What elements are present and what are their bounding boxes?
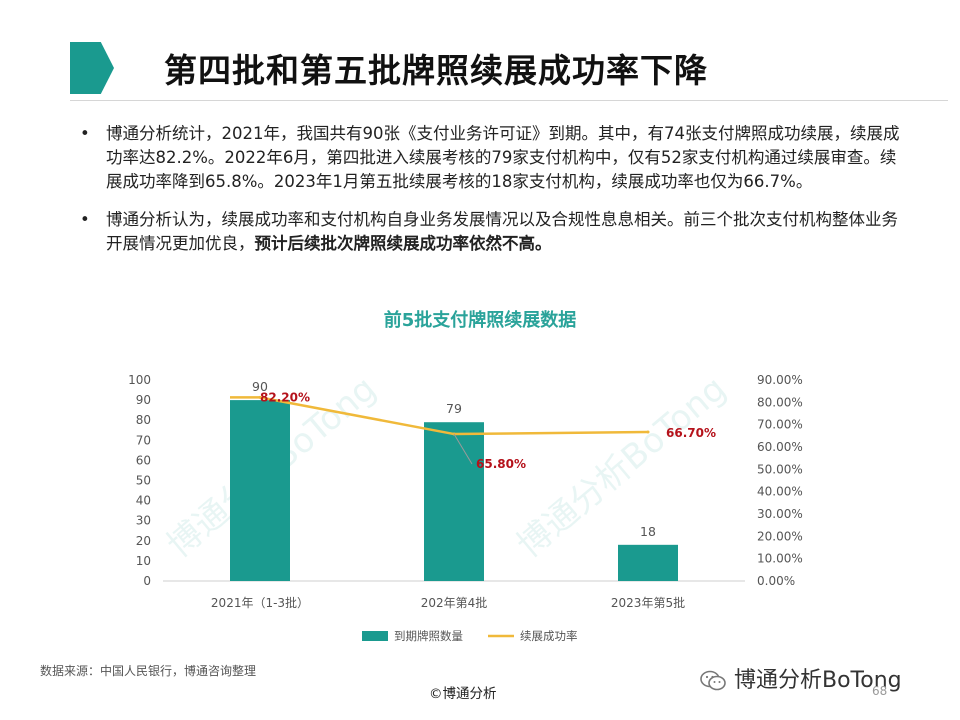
page-title: 第四批和第五批牌照续展成功率下降 [164,51,708,90]
line-point [646,430,650,434]
y-right-tick-label: 70.00% [757,418,803,432]
line-data-label: 65.80% [476,457,526,471]
y-right-tick-label: 30.00% [757,507,803,521]
data-source: 数据来源：中国人民银行，博通咨询整理 [40,664,257,678]
y-left-tick-label: 60 [136,453,151,467]
y-left-tick-label: 30 [136,514,151,528]
bar [618,544,678,581]
copyright: ©博通分析 [429,686,497,702]
y-left-tick-label: 80 [136,413,151,427]
legend-bar-swatch [362,631,388,641]
y-left-tick-label: 0 [143,574,151,588]
bullet-bold-text-2: 预计后续批次牌照续展成功率依然不高。 [254,234,552,253]
title-bar: 第四批和第五批牌照续展成功率下降 [70,38,950,94]
line-data-label: 82.20% [260,390,310,404]
legend-bar-label: 到期牌照数量 [394,629,463,643]
y-right-tick-label: 20.00% [757,529,803,543]
y-left-tick-label: 50 [136,474,151,488]
bullet-text-1: 博通分析统计，2021年，我国共有90张《支付业务许可证》到期。其中，有74张支… [106,124,900,191]
y-left-tick-label: 20 [136,534,151,548]
x-category-label: 2021年（1-3批） [211,595,309,610]
bullet-dot: • [80,124,90,143]
wechat-account: 博通分析BoTong [700,662,902,694]
y-left-tick-label: 70 [136,433,151,447]
bullet-dot: • [80,210,90,229]
x-category-label: 202年第4批 [421,595,488,610]
wechat-name: 博通分析BoTong [734,668,902,693]
bar-data-label: 90 [252,379,268,394]
y-left-tick-label: 100 [128,373,151,387]
line-data-label: 66.70% [666,426,716,440]
y-right-tick-label: 90.00% [757,373,803,387]
chart-title: 前5批支付牌照续展数据 [383,310,577,331]
bar [424,422,484,581]
y-right-tick-label: 80.00% [757,395,803,409]
y-left-tick-label: 10 [136,554,151,568]
bar-data-label: 18 [640,524,656,539]
y-right-tick-label: 40.00% [757,485,803,499]
y-right-tick-label: 0.00% [757,574,795,588]
title-divider [70,100,948,101]
bar [230,400,290,581]
y-left-tick-label: 90 [136,393,151,407]
x-category-label: 2023年第5批 [611,595,685,610]
line-series [230,396,649,436]
y-right-tick-label: 60.00% [757,440,803,454]
y-right-tick-label: 10.00% [757,552,803,566]
bullet-item-1: • 博通分析统计，2021年，我国共有90张《支付业务许可证》到期。其中，有74… [80,122,900,194]
bullet-text-2: 博通分析认为，续展成功率和支付机构自身业务发展情况以及合规性息息相关。前三个批次… [106,210,898,253]
y-left-tick-label: 40 [136,494,151,508]
data-label-leader-line [453,433,473,465]
bullet-list: • 博通分析统计，2021年，我国共有90张《支付业务许可证》到期。其中，有74… [80,122,900,270]
bar-data-label: 79 [446,401,462,416]
bullet-item-2: • 博通分析认为，续展成功率和支付机构自身业务发展情况以及合规性息息相关。前三个… [80,208,900,256]
line-point [258,395,262,399]
wechat-icon [700,670,726,692]
y-right-tick-label: 50.00% [757,462,803,476]
page-number: 68 [872,684,888,698]
legend-line-label: 续展成功率 [520,629,578,643]
